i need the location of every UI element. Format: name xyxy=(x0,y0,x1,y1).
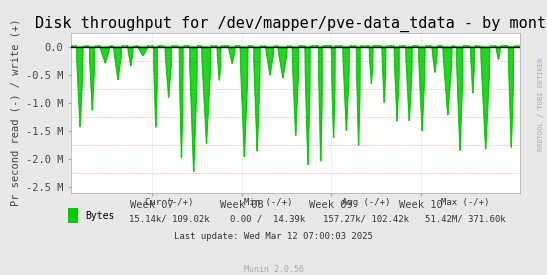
Text: Max (-/+): Max (-/+) xyxy=(441,198,489,207)
Title: Disk throughput for /dev/mapper/pve-data_tdata - by month: Disk throughput for /dev/mapper/pve-data… xyxy=(36,15,547,32)
Text: 51.42M/ 371.60k: 51.42M/ 371.60k xyxy=(424,214,505,223)
Text: Min (-/+): Min (-/+) xyxy=(244,198,292,207)
Text: 15.14k/ 109.02k: 15.14k/ 109.02k xyxy=(129,214,210,223)
Text: 0.00 /  14.39k: 0.00 / 14.39k xyxy=(230,214,306,223)
Text: 157.27k/ 102.42k: 157.27k/ 102.42k xyxy=(323,214,410,223)
Y-axis label: Pr second read (-) / write (+): Pr second read (-) / write (+) xyxy=(10,19,20,207)
Text: Last update: Wed Mar 12 07:00:03 2025: Last update: Wed Mar 12 07:00:03 2025 xyxy=(174,232,373,241)
Text: Bytes: Bytes xyxy=(85,211,114,221)
Text: Avg (-/+): Avg (-/+) xyxy=(342,198,391,207)
Text: Munin 2.0.56: Munin 2.0.56 xyxy=(243,265,304,274)
Text: Cur (-/+): Cur (-/+) xyxy=(146,198,194,207)
Text: RRDTOOL / TOBI OETIKER: RRDTOOL / TOBI OETIKER xyxy=(538,58,544,151)
